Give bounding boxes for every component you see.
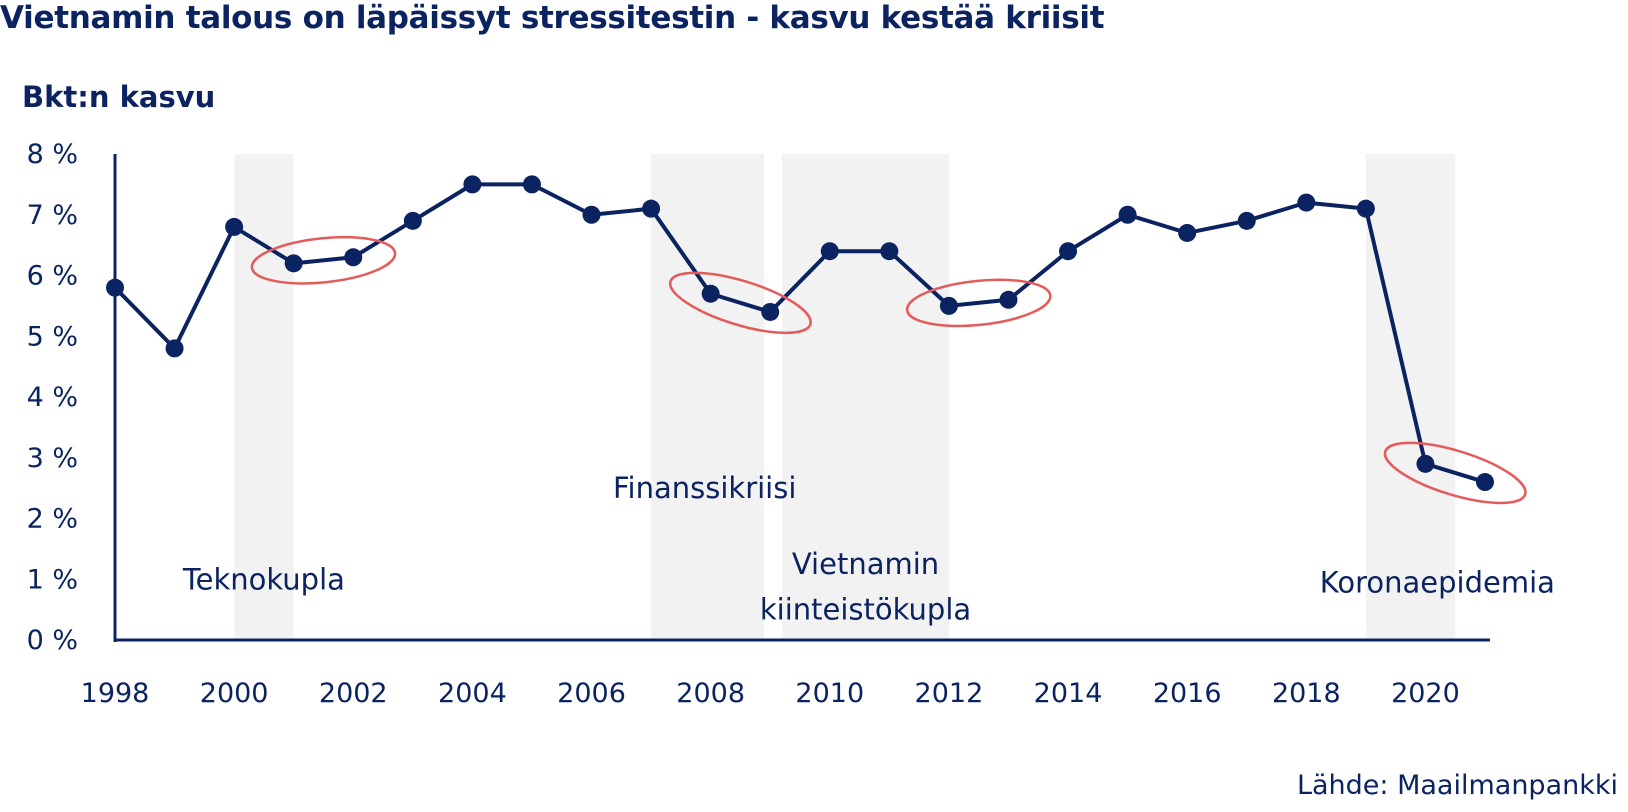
x-tick-label: 2000 bbox=[200, 678, 269, 709]
data-point bbox=[939, 296, 958, 315]
chart-title: Vietnamin talous on läpäissyt stressites… bbox=[0, 0, 1105, 36]
series-line bbox=[113, 182, 1486, 484]
y-tick-label: 1 % bbox=[27, 564, 78, 595]
x-tick-labels: 1998 2000 2002 2004 2006 2008 2010 2012 2014 2016… bbox=[81, 678, 1460, 709]
y-tick-label: 3 % bbox=[27, 443, 78, 474]
x-tick-label: 1998 bbox=[81, 678, 150, 709]
y-tick-label: 6 % bbox=[27, 261, 78, 292]
data-point bbox=[403, 211, 422, 230]
data-point bbox=[463, 175, 482, 194]
x-tick-label: 2008 bbox=[676, 678, 745, 709]
x-tick-label: 2016 bbox=[1153, 678, 1222, 709]
shaded-period-1 bbox=[651, 154, 765, 640]
data-point bbox=[1416, 454, 1435, 473]
data-point bbox=[165, 339, 184, 358]
data-point bbox=[642, 199, 661, 218]
data-point bbox=[1476, 473, 1494, 492]
highlight-ellipse-2 bbox=[905, 278, 1052, 328]
highlight-ellipse-3 bbox=[1383, 441, 1527, 505]
period-annotations: Teknokupla Finanssikriisi Vietnamin kiintei… bbox=[182, 471, 1555, 627]
y-axis-label: Bkt:n kasvu bbox=[22, 80, 216, 114]
data-point bbox=[1356, 199, 1375, 218]
data-point bbox=[1297, 193, 1316, 212]
data-points bbox=[106, 175, 1494, 492]
y-tick-labels: 0 % 1 % 2 % 3 % 4 % 5 % 6 % 7 % 8 % bbox=[27, 139, 78, 656]
data-point bbox=[999, 290, 1018, 309]
source-note: Lähde: Maailmanpankki bbox=[1296, 770, 1618, 801]
data-point bbox=[820, 242, 839, 261]
y-tick-label: 0 % bbox=[27, 625, 78, 656]
x-tick-label: 2006 bbox=[557, 678, 626, 709]
data-point bbox=[1118, 205, 1137, 224]
shaded-period-2 bbox=[782, 154, 949, 640]
y-tick-label: 7 % bbox=[27, 200, 78, 231]
period-annotation: Koronaepidemia bbox=[1320, 565, 1555, 599]
y-tick-label: 2 % bbox=[27, 504, 78, 535]
data-point bbox=[582, 205, 601, 224]
data-point bbox=[761, 302, 780, 321]
data-point bbox=[1178, 223, 1197, 242]
y-tick-label: 8 % bbox=[27, 139, 78, 170]
data-point bbox=[522, 175, 541, 194]
period-annotation: Vietnamin bbox=[792, 547, 939, 581]
data-point bbox=[284, 254, 303, 273]
y-tick-label: 5 % bbox=[27, 321, 78, 352]
highlight-ellipse-1 bbox=[668, 271, 812, 335]
x-tick-label: 2020 bbox=[1391, 678, 1460, 709]
data-point bbox=[1237, 211, 1256, 230]
period-annotation: kiinteistökupla bbox=[760, 593, 971, 627]
x-tick-label: 2010 bbox=[795, 678, 864, 709]
data-point bbox=[1059, 242, 1078, 261]
x-tick-label: 2004 bbox=[438, 678, 507, 709]
data-point bbox=[344, 248, 363, 267]
data-point bbox=[106, 278, 124, 297]
data-point bbox=[880, 242, 899, 261]
highlight-ellipses bbox=[250, 235, 1527, 505]
series-line-0 bbox=[113, 182, 1486, 484]
y-tick-label: 4 % bbox=[27, 382, 78, 413]
period-annotation: Finanssikriisi bbox=[613, 471, 796, 505]
data-point bbox=[701, 284, 720, 303]
period-annotation: Teknokupla bbox=[182, 562, 345, 596]
highlight-ellipse-0 bbox=[250, 235, 397, 285]
x-tick-label: 2018 bbox=[1272, 678, 1341, 709]
x-tick-label: 2012 bbox=[915, 678, 984, 709]
x-tick-label: 2014 bbox=[1034, 678, 1103, 709]
axes bbox=[113, 154, 1490, 642]
x-tick-label: 2002 bbox=[319, 678, 388, 709]
data-point bbox=[225, 217, 244, 236]
